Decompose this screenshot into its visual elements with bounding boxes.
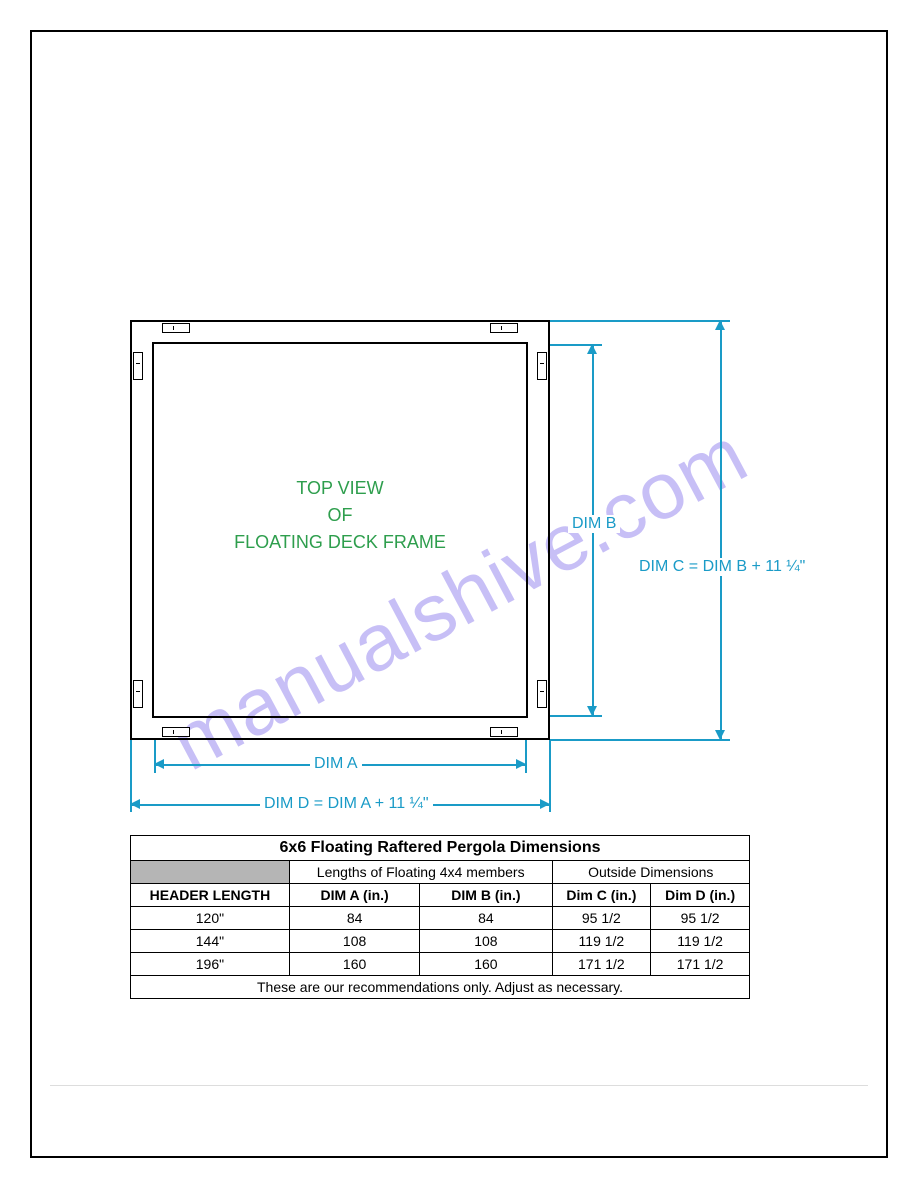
table-corner-cell (131, 861, 290, 884)
corner-bracket (133, 680, 143, 708)
table-section-row: Lengths of Floating 4x4 members Outside … (131, 861, 750, 884)
cell-dimd: 119 1/2 (651, 930, 750, 953)
arrow-left-icon (154, 759, 164, 769)
frame-title-line2: OF (130, 502, 550, 529)
table-header-row: HEADER LENGTH DIM A (in.) DIM B (in.) Di… (131, 884, 750, 907)
cell-dima: 108 (289, 930, 419, 953)
col-header-dima: DIM A (in.) (289, 884, 419, 907)
frame-title-line1: TOP VIEW (130, 475, 550, 502)
arrow-right-icon (540, 799, 550, 809)
dimensions-table: 6x6 Floating Raftered Pergola Dimensions… (130, 835, 750, 999)
table-row: 144" 108 108 119 1/2 119 1/2 (131, 930, 750, 953)
cell-dimd: 171 1/2 (651, 953, 750, 976)
cell-dimb: 84 (420, 907, 552, 930)
arrow-left-icon (130, 799, 140, 809)
dim-c-label: DIM C = DIM B + 11 ¼" (635, 558, 809, 576)
cell-header-length: 196" (131, 953, 290, 976)
arrow-up-icon (715, 320, 725, 330)
cell-dimd: 95 1/2 (651, 907, 750, 930)
cell-dimb: 108 (420, 930, 552, 953)
cell-dimb: 160 (420, 953, 552, 976)
corner-bracket (162, 323, 190, 333)
arrow-down-icon (587, 706, 597, 716)
dim-d-label: DIM D = DIM A + 11 ¼" (260, 795, 433, 813)
divider-line (50, 1085, 868, 1086)
corner-bracket (537, 680, 547, 708)
deck-frame-diagram: TOP VIEW OF FLOATING DECK FRAME DIM A DI… (130, 320, 750, 820)
table-footnote-row: These are our recommendations only. Adju… (131, 976, 750, 999)
col-header-dimb: DIM B (in.) (420, 884, 552, 907)
cell-dimc: 171 1/2 (552, 953, 651, 976)
frame-title-line3: FLOATING DECK FRAME (130, 529, 550, 556)
table-row: 120" 84 84 95 1/2 95 1/2 (131, 907, 750, 930)
cell-header-length: 120" (131, 907, 290, 930)
table-footnote: These are our recommendations only. Adju… (131, 976, 750, 999)
arrow-up-icon (587, 344, 597, 354)
cell-dima: 160 (289, 953, 419, 976)
dim-c-line (720, 320, 722, 740)
dim-a-label: DIM A (310, 755, 362, 773)
col-header-dimd: Dim D (in.) (651, 884, 750, 907)
cell-header-length: 144" (131, 930, 290, 953)
cell-dimc: 119 1/2 (552, 930, 651, 953)
table-title-row: 6x6 Floating Raftered Pergola Dimensions (131, 836, 750, 861)
arrow-right-icon (516, 759, 526, 769)
corner-bracket (490, 323, 518, 333)
corner-bracket (490, 727, 518, 737)
col-header-length: HEADER LENGTH (131, 884, 290, 907)
table-section2: Outside Dimensions (552, 861, 750, 884)
corner-bracket (537, 352, 547, 380)
col-header-dimc: Dim C (in.) (552, 884, 651, 907)
table-row: 196" 160 160 171 1/2 171 1/2 (131, 953, 750, 976)
cell-dimc: 95 1/2 (552, 907, 651, 930)
table-section1: Lengths of Floating 4x4 members (289, 861, 552, 884)
ext-line (550, 739, 730, 741)
deck-frame: TOP VIEW OF FLOATING DECK FRAME (130, 320, 550, 740)
table-title: 6x6 Floating Raftered Pergola Dimensions (131, 836, 750, 861)
corner-bracket (162, 727, 190, 737)
cell-dima: 84 (289, 907, 419, 930)
frame-title: TOP VIEW OF FLOATING DECK FRAME (130, 475, 550, 556)
ext-line (550, 320, 730, 322)
dim-b-label: DIM B (568, 515, 620, 533)
arrow-down-icon (715, 730, 725, 740)
corner-bracket (133, 352, 143, 380)
